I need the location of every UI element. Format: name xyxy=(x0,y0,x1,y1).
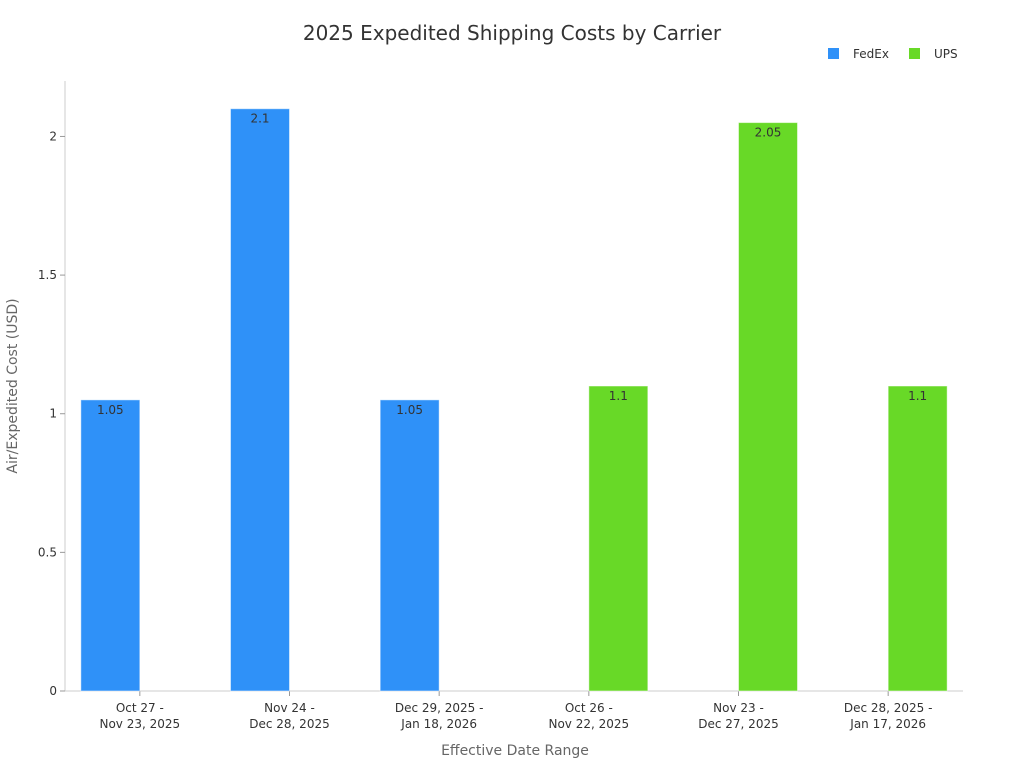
x-tick-label: Dec 28, 2025 xyxy=(249,717,329,731)
bar-ups xyxy=(887,385,948,692)
y-tick-label: 1 xyxy=(49,407,57,421)
data-label: 1.1 xyxy=(609,389,628,403)
data-label: 1.1 xyxy=(908,389,927,403)
chart-title: 2025 Expedited Shipping Costs by Carrier xyxy=(303,21,722,45)
y-tick-label: 2 xyxy=(49,129,57,143)
legend-swatch-fedex xyxy=(828,48,839,59)
x-tick-label: Dec 29, 2025 - xyxy=(395,701,484,715)
bar-ups xyxy=(588,385,649,692)
x-tick-label: Nov 23 - xyxy=(713,701,764,715)
y-tick-label: 1.5 xyxy=(38,268,57,282)
x-tick-label: Jan 17, 2026 xyxy=(849,717,926,731)
x-tick-label: Nov 24 - xyxy=(264,701,315,715)
legend-label-ups: UPS xyxy=(934,47,958,61)
x-tick-label: Nov 23, 2025 xyxy=(99,717,180,731)
legend-label-fedex: FedEx xyxy=(853,47,889,61)
bar-fedex xyxy=(230,108,290,692)
x-tick-label: Dec 27, 2025 xyxy=(698,717,778,731)
data-label: 2.1 xyxy=(250,112,269,126)
data-label: 1.05 xyxy=(97,403,124,417)
data-label: 2.05 xyxy=(755,126,782,140)
y-tick-label: 0.5 xyxy=(38,545,57,559)
legend-swatch-ups xyxy=(909,48,920,59)
bar-fedex xyxy=(80,399,141,692)
x-tick-label: Oct 27 - xyxy=(116,701,164,715)
data-label: 1.05 xyxy=(396,403,423,417)
x-tick-label: Jan 18, 2026 xyxy=(400,717,477,731)
x-tick-label: Dec 28, 2025 - xyxy=(844,701,933,715)
y-tick-label: 0 xyxy=(49,684,57,698)
x-axis-label: Effective Date Range xyxy=(441,743,589,759)
x-tick-label: Oct 26 - xyxy=(565,701,613,715)
y-axis-label: Air/Expedited Cost (USD) xyxy=(5,298,21,473)
bar-fedex xyxy=(379,399,440,692)
bar-ups xyxy=(738,122,798,692)
x-tick-label: Nov 22, 2025 xyxy=(548,717,629,731)
